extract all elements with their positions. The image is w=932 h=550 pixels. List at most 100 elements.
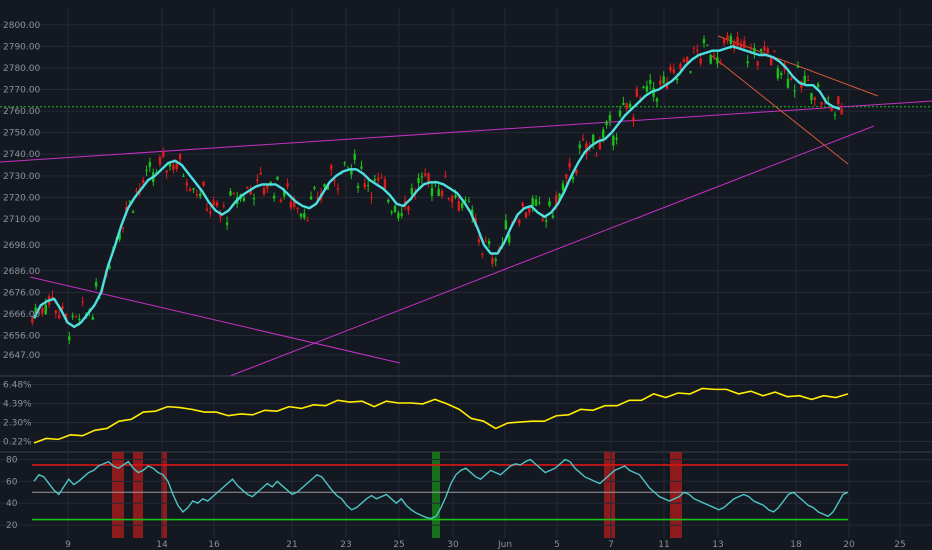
y-tick-label: 2710.00 xyxy=(3,215,40,225)
candle-body xyxy=(759,48,763,51)
price-panel: 2800.00 2790.00 2780.00 2770.00 2760.00 2750.… xyxy=(0,8,932,377)
y-tick-label: 2.30% xyxy=(3,419,32,429)
candle-body xyxy=(773,50,776,52)
volatility-grid xyxy=(0,372,932,450)
candle-body xyxy=(192,188,195,190)
candle-body xyxy=(41,308,44,314)
candle-body xyxy=(696,49,699,51)
candle-body xyxy=(481,253,484,255)
candle-body xyxy=(333,180,336,182)
volatility-line xyxy=(33,387,849,444)
candle-body xyxy=(460,202,464,208)
candle-body xyxy=(575,169,578,174)
candle-body xyxy=(393,205,397,213)
x-tick-label: 30 xyxy=(447,540,459,550)
candle-body xyxy=(363,183,366,188)
candle-body xyxy=(706,44,709,46)
candle-body xyxy=(330,165,333,170)
candles xyxy=(31,31,843,345)
candle-body xyxy=(776,68,780,79)
candle-body xyxy=(279,199,283,203)
x-tick-label: 5 xyxy=(554,540,560,550)
extreme-band xyxy=(604,452,615,538)
candle-body xyxy=(793,90,796,92)
candle-body xyxy=(635,88,639,97)
volatility-axis: 6.48% 4.39% 2.30% 0.22% xyxy=(3,381,32,448)
candle-body xyxy=(293,198,296,207)
candle-body xyxy=(313,187,316,189)
candle-body xyxy=(796,65,800,68)
oscillator-levels xyxy=(32,464,848,521)
candle-body xyxy=(272,195,276,199)
candle-body xyxy=(595,155,598,157)
y-tick-label: 2656.00 xyxy=(3,331,40,341)
candle-body xyxy=(309,196,313,200)
candle-body xyxy=(548,201,551,206)
extreme-band xyxy=(133,452,143,538)
candle-body xyxy=(494,259,497,261)
candle-body xyxy=(722,38,726,44)
candle-body xyxy=(424,173,427,176)
candle-body xyxy=(598,142,602,150)
candle-body xyxy=(813,97,817,101)
x-tick-label: 9 xyxy=(65,540,71,550)
candle-body xyxy=(427,173,430,183)
candle-body xyxy=(790,78,793,80)
candle-body xyxy=(780,73,783,75)
candle-body xyxy=(518,220,521,224)
price-axis: 2800.00 2790.00 2780.00 2770.00 2760.00 2750.… xyxy=(3,21,40,361)
candle-body xyxy=(454,195,457,198)
candle-body xyxy=(282,190,286,197)
candle-body xyxy=(145,170,148,172)
candle-body xyxy=(437,188,440,197)
candle-body xyxy=(504,220,508,230)
x-tick-label: 25 xyxy=(393,540,404,550)
candle-body xyxy=(612,135,615,146)
candle-body xyxy=(172,165,175,170)
candle-body xyxy=(212,200,215,206)
candle-body xyxy=(74,316,78,318)
x-tick-label: 13 xyxy=(712,540,723,550)
candle-body xyxy=(229,191,232,196)
candle-body xyxy=(528,206,531,213)
candle-body xyxy=(118,232,121,240)
candle-body xyxy=(444,175,447,177)
candle-body xyxy=(68,336,71,341)
moving-average xyxy=(32,45,841,329)
candle-body xyxy=(158,157,162,165)
candle-body xyxy=(323,183,326,188)
candle-body xyxy=(256,179,259,182)
candle-body xyxy=(477,239,481,242)
candle-body xyxy=(716,57,719,64)
candle-body xyxy=(148,161,152,167)
candle-body xyxy=(544,220,548,222)
candle-body xyxy=(353,153,356,160)
oscillator-line xyxy=(33,458,849,520)
candle-body xyxy=(655,98,659,102)
descending-line xyxy=(29,276,401,364)
x-tick-label: Jun xyxy=(497,540,512,550)
oscillator-grid xyxy=(0,448,932,538)
y-tick-label: 80 xyxy=(6,455,18,465)
candle-body xyxy=(685,56,689,65)
candle-body xyxy=(199,193,202,197)
candle-body xyxy=(296,207,299,209)
candle-body xyxy=(417,177,420,184)
candle-body xyxy=(225,222,229,225)
candle-body xyxy=(51,296,54,298)
candle-body xyxy=(336,188,340,190)
candle-body xyxy=(534,199,538,206)
candle-body xyxy=(141,180,145,183)
candle-body xyxy=(692,47,696,49)
candle-body xyxy=(410,188,414,195)
candle-body xyxy=(837,96,840,105)
candle-body xyxy=(94,282,98,287)
volatility-series-line xyxy=(33,387,849,444)
candle-body xyxy=(538,202,541,204)
price-grid xyxy=(0,8,932,372)
candle-body xyxy=(370,197,373,199)
candle-body xyxy=(61,306,64,309)
candle-body xyxy=(168,162,172,167)
oscillator-panel: 80 60 40 20 xyxy=(0,448,932,538)
